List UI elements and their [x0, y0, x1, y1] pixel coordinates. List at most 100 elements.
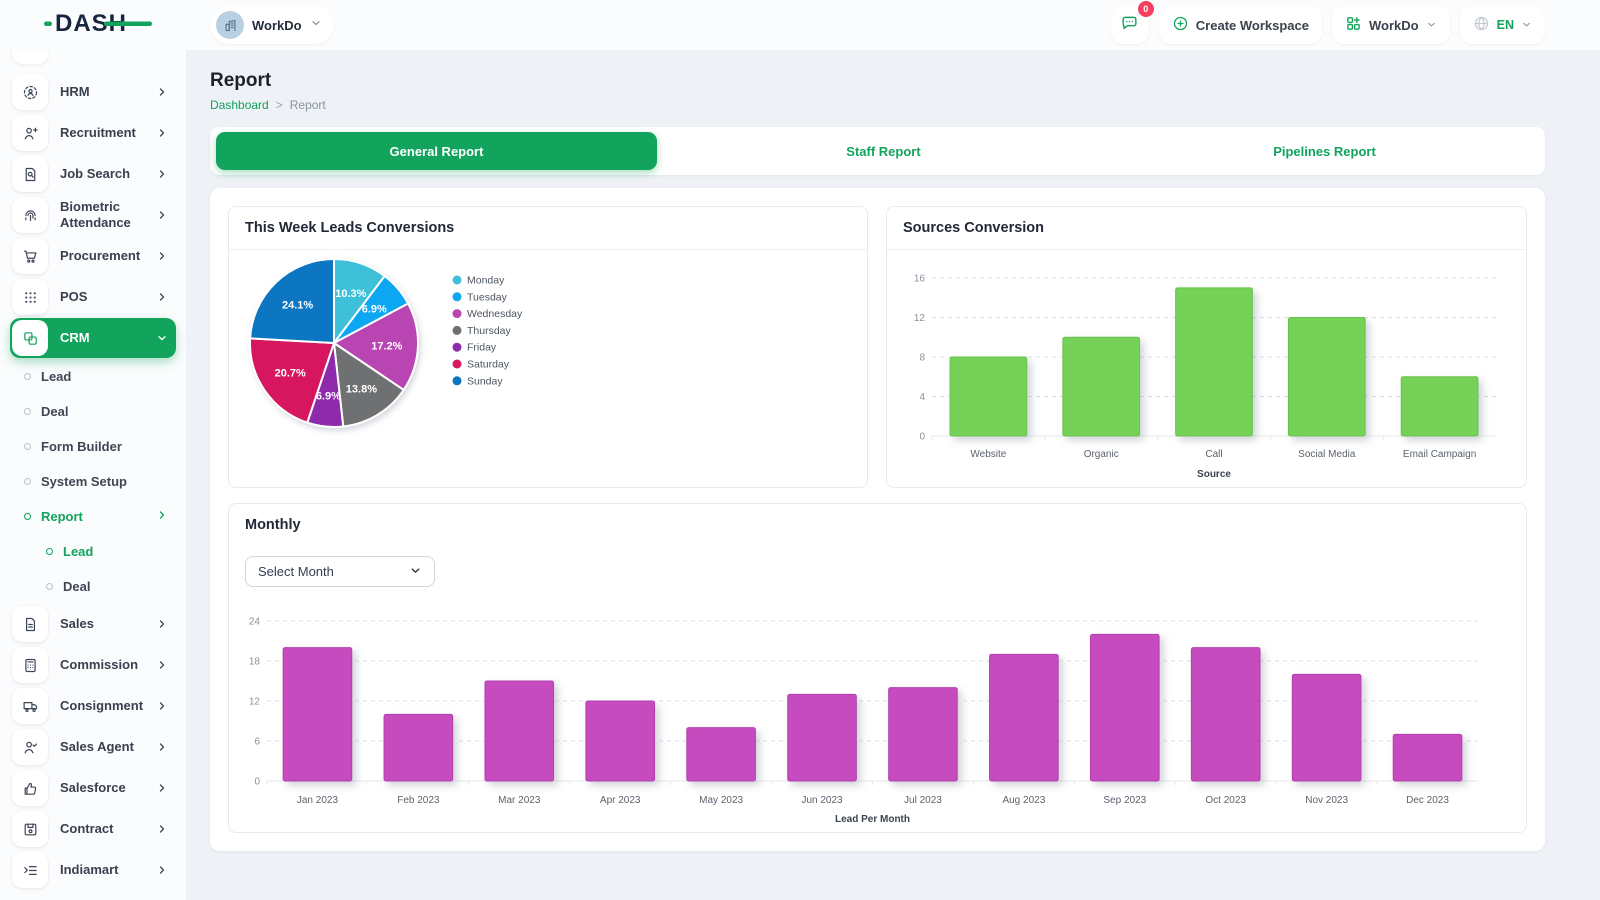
language-selector[interactable]: EN [1459, 6, 1545, 44]
sidebar-item-label: Procurement [60, 248, 141, 264]
svg-text:Mar 2023: Mar 2023 [498, 795, 541, 806]
sidebar-item-label: Recruitment [60, 125, 136, 141]
create-workspace-button[interactable]: Create Workspace [1158, 6, 1323, 44]
svg-text:Apr 2023: Apr 2023 [600, 795, 641, 806]
chevron-down-icon [1521, 18, 1532, 33]
sidebar-subitem-report[interactable]: Report [10, 499, 176, 534]
procurement-icon [12, 238, 48, 274]
legend-item-thursday[interactable]: Thursday [452, 325, 512, 337]
bullet-icon [46, 548, 53, 555]
sidebar-item-procurement[interactable]: Procurement [10, 236, 176, 276]
month-select-value: Select Month [258, 564, 334, 579]
chevron-down-icon [1426, 18, 1437, 33]
svg-text:Oct 2023: Oct 2023 [1205, 795, 1246, 806]
sidebar-item-biometric-attendance[interactable]: Biometric Attendance [10, 195, 176, 235]
svg-text:Tuesday: Tuesday [467, 291, 508, 303]
sidebar-item-sales[interactable]: Sales [10, 604, 176, 644]
svg-text:Lead Per Month: Lead Per Month [835, 814, 910, 825]
legend-item-monday[interactable]: Monday [452, 275, 506, 287]
svg-text:6.9%: 6.9% [316, 391, 341, 403]
sidebar-item-crm[interactable]: CRM [10, 318, 176, 358]
legend-item-friday[interactable]: Friday [452, 342, 497, 354]
svg-text:Sunday: Sunday [467, 375, 503, 387]
chevron-right-icon [156, 700, 168, 712]
legend-item-saturday[interactable]: Saturday [452, 359, 510, 371]
sidebar-subsubitem-lead[interactable]: Lead [10, 534, 176, 569]
globe-icon [1473, 15, 1490, 35]
tab-pipelines-report[interactable]: Pipelines Report [1273, 143, 1376, 159]
salesforce-icon [12, 770, 48, 806]
chevron-right-icon [156, 86, 168, 98]
sidebar-subitem-deal[interactable]: Deal [10, 394, 176, 429]
sidebar-item-label: Biometric Attendance [60, 199, 131, 230]
sidebar-subitem-form-builder[interactable]: Form Builder [10, 429, 176, 464]
bullet-icon [46, 583, 53, 590]
messages-button[interactable]: 0 [1110, 1, 1154, 44]
sidebar-nav: HRM Recruitment Job Search Biometric Attend… [10, 72, 176, 891]
sidebar-item-job-search[interactable]: Job Search [10, 154, 176, 194]
svg-text:Jan 2023: Jan 2023 [297, 795, 339, 806]
sidebar-subitem-lead[interactable]: Lead [10, 359, 176, 394]
chevron-right-icon [156, 209, 168, 221]
legend-item-tuesday[interactable]: Tuesday [452, 291, 508, 303]
main-content: Report Dashboard > Report General Report… [186, 0, 1600, 851]
breadcrumb-dashboard-link[interactable]: Dashboard [210, 98, 269, 112]
chevron-down-icon [409, 564, 422, 580]
sidebar-item-sales-agent[interactable]: Sales Agent [10, 727, 176, 767]
sidebar-item-salesforce[interactable]: Salesforce [10, 768, 176, 808]
svg-text:Thursday: Thursday [467, 325, 512, 337]
legend-item-wednesday[interactable]: Wednesday [452, 308, 524, 320]
tab-general-report[interactable]: General Report [216, 132, 657, 170]
chevron-right-icon [156, 127, 168, 139]
chevron-down-icon [310, 16, 322, 34]
sidebar-item-contract[interactable]: Contract [10, 809, 176, 849]
bullet-icon [24, 478, 31, 485]
chevron-right-icon [156, 864, 168, 876]
workspace-switcher[interactable]: WorkDo [210, 6, 334, 44]
svg-text:0: 0 [919, 432, 925, 443]
sidebar-item-pos[interactable]: POS [10, 277, 176, 317]
chevron-right-icon [156, 741, 168, 753]
chevron-right-icon [156, 291, 168, 303]
chevron-right-icon [156, 659, 168, 671]
tab-staff-report[interactable]: Staff Report [846, 143, 921, 159]
sidebar-item-label: Indiamart [60, 862, 119, 878]
app-logo: DASH [0, 8, 186, 43]
pos-icon [12, 279, 48, 315]
sidebar-item-commission[interactable]: Commission [10, 645, 176, 685]
svg-text:12: 12 [249, 697, 261, 708]
svg-text:Dec 2023: Dec 2023 [1406, 795, 1449, 806]
month-select[interactable]: Select Month [245, 556, 435, 587]
sidebar-item-indiamart[interactable]: Indiamart [10, 850, 176, 890]
svg-text:Email Campaign: Email Campaign [1403, 449, 1476, 460]
sidebar-item-hrm[interactable]: HRM [10, 72, 176, 112]
workspace-menu-button[interactable]: WorkDo [1332, 6, 1450, 44]
svg-text:Call: Call [1205, 449, 1222, 460]
biometric-icon [12, 197, 48, 233]
sidebar-item-label: Sales [60, 616, 94, 632]
workspace-grid-icon [1345, 15, 1362, 35]
sidebar-subitem-system-setup[interactable]: System Setup [10, 464, 176, 499]
bullet-icon [24, 408, 31, 415]
svg-text:Nov 2023: Nov 2023 [1305, 795, 1348, 806]
workspace-name: WorkDo [252, 17, 302, 33]
plus-circle-icon [1172, 15, 1189, 35]
sidebar-item-consignment[interactable]: Consignment [10, 686, 176, 726]
svg-text:Social Media: Social Media [1298, 449, 1356, 460]
sidebar-item-label: Consignment [60, 698, 144, 714]
sidebar-subitem-label: Lead [41, 369, 72, 384]
sidebar-item-recruitment[interactable]: Recruitment [10, 113, 176, 153]
chevron-right-icon [156, 823, 168, 835]
sales-agent-icon [12, 729, 48, 765]
legend-item-sunday[interactable]: Sunday [452, 375, 504, 387]
sidebar-subitem-label: Deal [63, 579, 91, 594]
sidebar-item-label: CRM [60, 330, 90, 346]
sidebar-subsubitem-deal[interactable]: Deal [10, 569, 176, 604]
monthly-card-title: Monthly [245, 517, 301, 533]
svg-text:24: 24 [249, 617, 261, 628]
topbar: DASH WorkDo 0 Create Workspace [0, 0, 1600, 50]
sidebar-subitem-label: Report [41, 509, 83, 524]
clipped-sidebar-item-icon [12, 50, 48, 64]
svg-text:Jun 2023: Jun 2023 [801, 795, 843, 806]
svg-text:6: 6 [254, 737, 260, 748]
